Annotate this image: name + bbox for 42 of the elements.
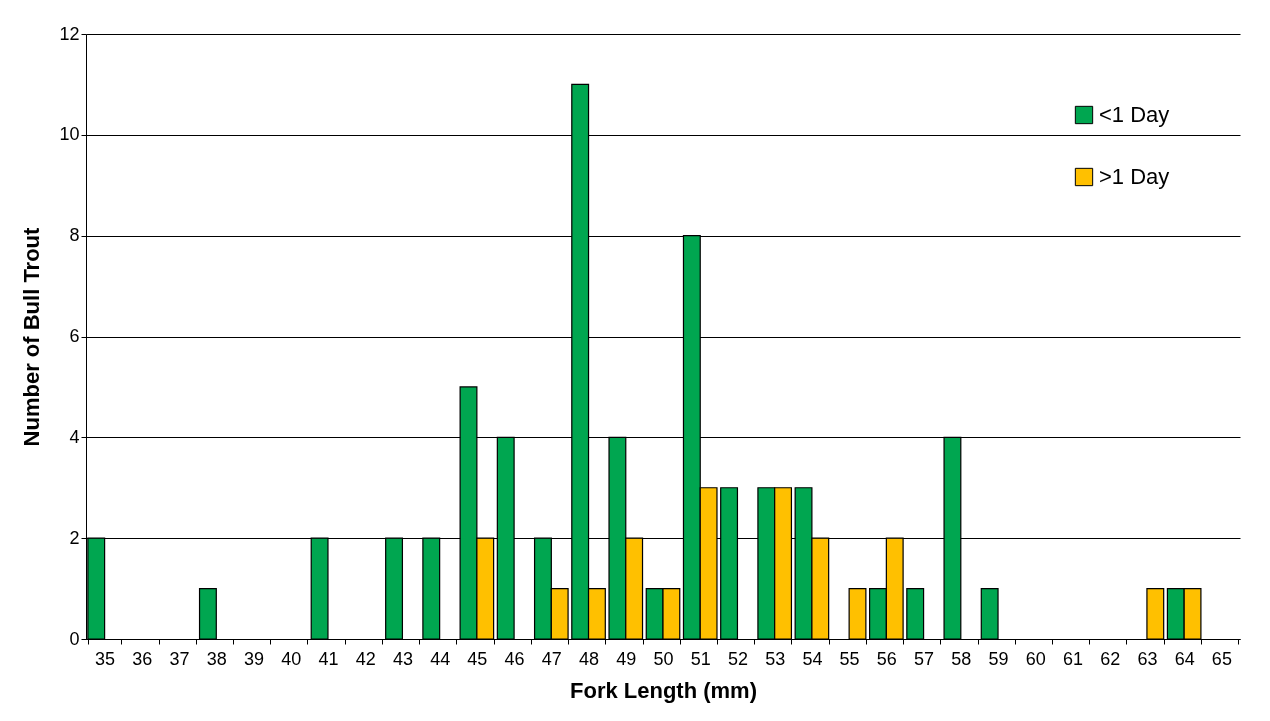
x-tick-label: 52: [727, 648, 748, 669]
y-tick-label: 12: [59, 23, 80, 44]
y-tick-label: 2: [69, 527, 80, 548]
x-tick-label: 53: [765, 648, 786, 669]
legend-label: >1 Day: [1099, 164, 1170, 189]
x-tick-label: 43: [392, 648, 413, 669]
x-tick-label: 49: [616, 648, 637, 669]
x-tick-label: 60: [1025, 648, 1046, 669]
y-tick-label: 8: [69, 225, 80, 246]
x-tick-label: 44: [430, 648, 451, 669]
x-tick-label: 47: [541, 648, 562, 669]
x-tick-label: 55: [839, 648, 860, 669]
x-tick-label: 39: [244, 648, 265, 669]
x-axis-title: Fork Length (mm): [570, 677, 757, 703]
x-tick-label: 62: [1100, 648, 1121, 669]
x-tick-label: 51: [690, 648, 711, 669]
x-tick-label: 48: [579, 648, 600, 669]
x-tick-label: 54: [802, 648, 823, 669]
x-tick-label: 64: [1174, 648, 1195, 669]
x-tick-label: 56: [876, 648, 897, 669]
y-tick-label: 0: [69, 628, 80, 649]
x-tick-label: 50: [653, 648, 674, 669]
y-tick-label: 4: [69, 426, 80, 447]
legend-label: <1 Day: [1099, 102, 1170, 127]
y-tick-label: 6: [69, 326, 80, 346]
x-tick-label: 63: [1137, 648, 1158, 669]
x-tick-label: 36: [132, 648, 153, 669]
x-tick-label: 57: [914, 648, 935, 669]
x-tick-label: 38: [206, 648, 227, 669]
x-tick-label: 58: [951, 648, 972, 669]
x-tick-label: 45: [467, 648, 488, 669]
x-tick-label: 61: [1062, 648, 1083, 669]
x-tick-label: 59: [988, 648, 1009, 669]
x-tick-label: 35: [95, 648, 116, 669]
x-tick-label: 37: [169, 648, 190, 669]
y-tick-label: 10: [59, 124, 80, 145]
y-axis-title: Number of Bull Trout: [19, 226, 45, 447]
x-tick-label: 42: [355, 648, 376, 669]
x-tick-label: 65: [1211, 648, 1232, 669]
x-tick-label: 41: [318, 648, 339, 669]
x-tick-label: 46: [504, 648, 525, 669]
x-tick-label: 40: [281, 648, 302, 669]
